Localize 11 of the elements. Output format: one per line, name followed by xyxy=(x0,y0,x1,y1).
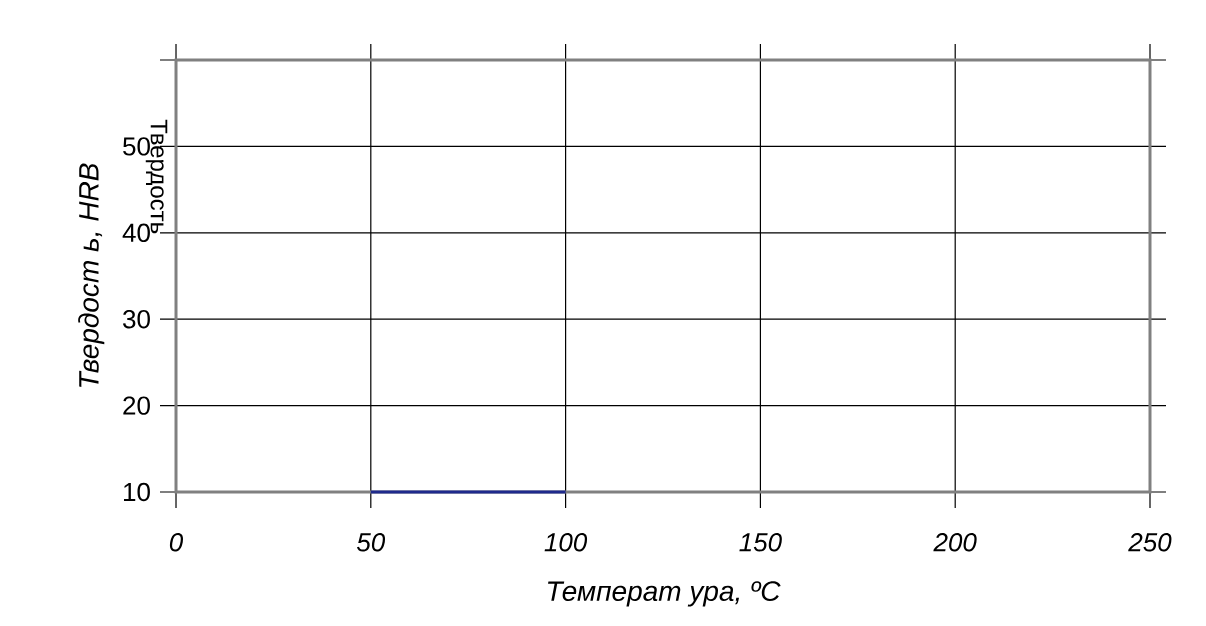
x-tick-label: 250 xyxy=(1128,533,1172,552)
x-tick-label: 0 xyxy=(169,533,184,552)
y-tick-label: 30 xyxy=(123,309,150,329)
x-tick-label: 50 xyxy=(356,533,386,552)
x-tick-label: 200 xyxy=(933,533,977,552)
x-tick-label: 100 xyxy=(544,533,588,552)
y-tick-label: 10 xyxy=(124,482,150,502)
x-tick-label: 150 xyxy=(739,533,782,552)
x-axis-title: Температ ура, ºC xyxy=(548,581,781,607)
y-axis-title: Твердост ь, HRB xyxy=(78,163,105,387)
y-tick-label: 20 xyxy=(123,396,150,415)
